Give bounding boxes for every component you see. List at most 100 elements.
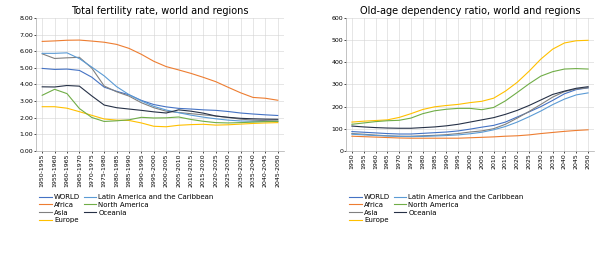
WORLD [584, 86, 592, 89]
North America [113, 119, 120, 122]
Oceania [360, 125, 367, 128]
WORLD [88, 76, 95, 79]
Europe [200, 123, 207, 126]
Asia [150, 106, 157, 109]
Africa [125, 47, 133, 50]
Africa [101, 41, 108, 44]
North America [490, 106, 497, 109]
Africa [88, 40, 95, 43]
Europe [76, 110, 83, 113]
Europe [113, 119, 120, 122]
Asia [466, 131, 473, 134]
Oceania [502, 113, 509, 116]
North America [262, 120, 269, 123]
WORLD [150, 103, 157, 106]
Oceania [212, 114, 220, 118]
Asia [262, 119, 269, 122]
WORLD [466, 128, 473, 131]
Asia [514, 116, 521, 120]
Africa [200, 76, 207, 79]
Asia [478, 129, 485, 132]
Oceania [537, 98, 544, 101]
WORLD [478, 126, 485, 129]
Oceania [274, 118, 281, 121]
Oceania [88, 94, 95, 98]
WORLD [237, 112, 244, 115]
Line: North America: North America [42, 89, 278, 123]
Europe [478, 100, 485, 103]
Latin America and the Caribbean [502, 125, 509, 128]
WORLD [113, 90, 120, 93]
Latin America and the Caribbean [360, 133, 367, 136]
Latin America and the Caribbean [443, 134, 450, 137]
Latin America and the Caribbean [51, 52, 58, 55]
North America [88, 116, 95, 119]
Asia [101, 84, 108, 88]
Latin America and the Caribbean [478, 131, 485, 134]
Asia [572, 87, 580, 90]
North America [101, 120, 108, 123]
Oceania [419, 126, 427, 129]
Africa [526, 133, 533, 136]
Latin America and the Caribbean [395, 135, 403, 138]
WORLD [419, 132, 427, 135]
Latin America and the Caribbean [88, 66, 95, 69]
Latin America and the Caribbean [38, 52, 46, 55]
Asia [349, 132, 356, 135]
North America [175, 115, 182, 119]
Oceania [163, 112, 170, 115]
Oceania [561, 89, 568, 93]
North America [76, 107, 83, 110]
Latin America and the Caribbean [64, 51, 71, 54]
North America [51, 88, 58, 91]
Europe [549, 48, 556, 51]
Asia [561, 90, 568, 93]
Europe [163, 125, 170, 128]
Latin America and the Caribbean [537, 109, 544, 113]
Oceania [224, 116, 232, 119]
WORLD [490, 124, 497, 127]
Oceania [125, 107, 133, 110]
Latin America and the Caribbean [224, 119, 232, 122]
Europe [466, 101, 473, 104]
Africa [349, 135, 356, 138]
Europe [125, 119, 133, 122]
Europe [502, 89, 509, 93]
Oceania [250, 117, 257, 120]
Europe [38, 105, 46, 108]
North America [64, 92, 71, 95]
Europe [455, 103, 462, 106]
Africa [407, 137, 415, 140]
North America [431, 109, 438, 112]
Oceania [64, 84, 71, 87]
Latin America and the Caribbean [490, 128, 497, 131]
Europe [237, 122, 244, 126]
WORLD [561, 92, 568, 95]
WORLD [262, 113, 269, 116]
Africa [443, 137, 450, 140]
Europe [572, 39, 580, 42]
North America [150, 116, 157, 120]
Europe [250, 122, 257, 125]
Europe [138, 121, 145, 125]
Latin America and the Caribbean [237, 119, 244, 122]
Oceania [466, 120, 473, 124]
Latin America and the Caribbean [200, 116, 207, 119]
WORLD [549, 99, 556, 102]
Latin America and the Caribbean [163, 108, 170, 112]
Africa [419, 137, 427, 140]
Asia [549, 95, 556, 99]
North America [274, 120, 281, 123]
Europe [224, 123, 232, 126]
Latin America and the Caribbean [150, 105, 157, 108]
Oceania [138, 109, 145, 112]
Asia [395, 135, 403, 138]
North America [561, 67, 568, 70]
Africa [384, 136, 391, 139]
North America [395, 119, 403, 122]
Europe [384, 118, 391, 121]
Latin America and the Caribbean [514, 120, 521, 124]
North America [38, 94, 46, 97]
Europe [526, 70, 533, 73]
Asia [187, 112, 194, 115]
